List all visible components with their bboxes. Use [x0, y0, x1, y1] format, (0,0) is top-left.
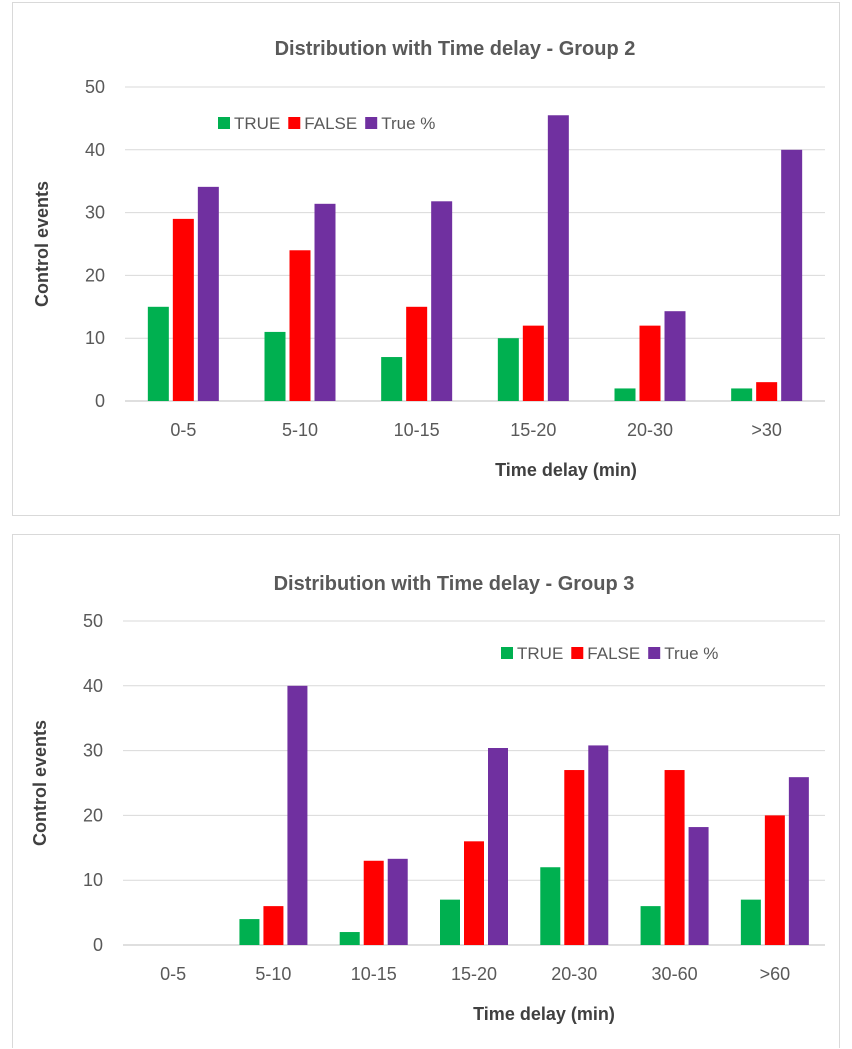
x-axis-title: Time delay (min)	[473, 1004, 615, 1024]
bar-false-30-60	[664, 770, 685, 945]
y-tick-label: 30	[83, 741, 103, 761]
legend-label: FALSE	[587, 644, 640, 663]
legend-swatch-false	[288, 117, 301, 129]
bar-chart-group-3: Distribution with Time delay - Group 3 0 1…	[30, 573, 825, 1024]
legend-label: TRUE	[517, 644, 563, 663]
bar-true-20-30	[588, 745, 609, 945]
bar-true-15-20	[488, 748, 508, 945]
y-tick-label: 10	[85, 328, 105, 348]
bar-chart-group-2: Distribution with Time delay - Group 2 0 1…	[32, 38, 825, 480]
bar-true-0-5	[197, 186, 219, 401]
legend-swatch-true	[365, 117, 378, 129]
legend-swatch-true	[218, 117, 230, 129]
y-tick-label: 0	[93, 935, 103, 955]
bar-true-15-20	[497, 338, 519, 401]
legend-label: True %	[381, 114, 435, 133]
x-tick-label: >60	[760, 964, 791, 984]
y-tick-label: 20	[85, 265, 105, 285]
y-tick-label: 10	[83, 870, 103, 890]
x-tick-label: 0-5	[170, 420, 196, 440]
bar-false-5-10	[263, 906, 284, 945]
bar-true-20-30	[664, 311, 686, 401]
x-tick-label: 15-20	[510, 420, 556, 440]
bar-true-20-30	[540, 867, 561, 945]
bar-true-20-30	[614, 388, 636, 401]
bar-true->60	[788, 777, 809, 945]
legend-swatch-false	[571, 647, 584, 659]
bar-true-5-10	[287, 685, 308, 945]
y-tick-label: 50	[85, 77, 105, 97]
bar-true-15-20	[440, 899, 460, 945]
x-tick-label: 15-20	[451, 964, 497, 984]
bar-true-0-5	[147, 306, 169, 401]
legend-swatch-true	[501, 647, 513, 659]
bar-true-10-15	[387, 858, 408, 945]
y-tick-label: 30	[85, 203, 105, 223]
bar-true-5-10	[314, 203, 336, 401]
bar-true-15-20	[547, 115, 569, 401]
x-tick-label: 30-60	[652, 964, 698, 984]
legend-swatch-true	[648, 647, 661, 659]
bar-true->30	[781, 149, 803, 401]
x-tick-label: 5-10	[255, 964, 291, 984]
bar-true->60	[740, 899, 761, 945]
legend-label: TRUE	[234, 114, 280, 133]
bar-false-10-15	[406, 306, 428, 401]
x-tick-label: 5-10	[282, 420, 318, 440]
bar-true-5-10	[239, 919, 260, 945]
y-axis-title: Control events	[32, 181, 52, 307]
bar-false-15-20	[522, 325, 544, 401]
bar-true-5-10	[264, 331, 286, 401]
y-tick-label: 50	[83, 611, 103, 631]
legend-label: FALSE	[304, 114, 357, 133]
chart-title: Distribution with Time delay - Group 2	[275, 38, 636, 60]
x-tick-label: 20-30	[551, 964, 597, 984]
bar-true-30-60	[640, 906, 661, 945]
bar-false-20-30	[639, 325, 661, 401]
bar-false-10-15	[363, 860, 384, 945]
x-tick-label: >30	[751, 420, 782, 440]
y-tick-label: 0	[95, 391, 105, 411]
x-tick-label: 20-30	[627, 420, 673, 440]
x-axis-title: Time delay (min)	[495, 460, 637, 480]
legend-label: True %	[664, 644, 718, 663]
bar-true-10-15	[431, 201, 453, 401]
y-axis-title: Control events	[30, 720, 50, 846]
x-tick-label: 10-15	[394, 420, 440, 440]
x-tick-label: 10-15	[351, 964, 397, 984]
y-tick-label: 40	[83, 676, 103, 696]
chart-panel-group-3: Distribution with Time delay - Group 3 0 1…	[12, 534, 840, 1048]
bar-true->30	[731, 388, 753, 401]
bar-true-30-60	[688, 827, 709, 945]
y-tick-label: 20	[83, 805, 103, 825]
y-tick-label: 40	[85, 140, 105, 160]
x-tick-label: 0-5	[160, 964, 186, 984]
bar-false->30	[756, 382, 778, 401]
bar-true-10-15	[339, 932, 360, 945]
bar-false-0-5	[172, 218, 194, 401]
bar-false->60	[764, 815, 785, 945]
bar-false-15-20	[464, 841, 484, 945]
bar-false-5-10	[289, 250, 311, 401]
bar-false-20-30	[564, 770, 585, 945]
chart-title: Distribution with Time delay - Group 3	[274, 573, 635, 595]
chart-panel-group-2: Distribution with Time delay - Group 2 0 1…	[12, 2, 840, 516]
bar-true-10-15	[381, 357, 403, 401]
